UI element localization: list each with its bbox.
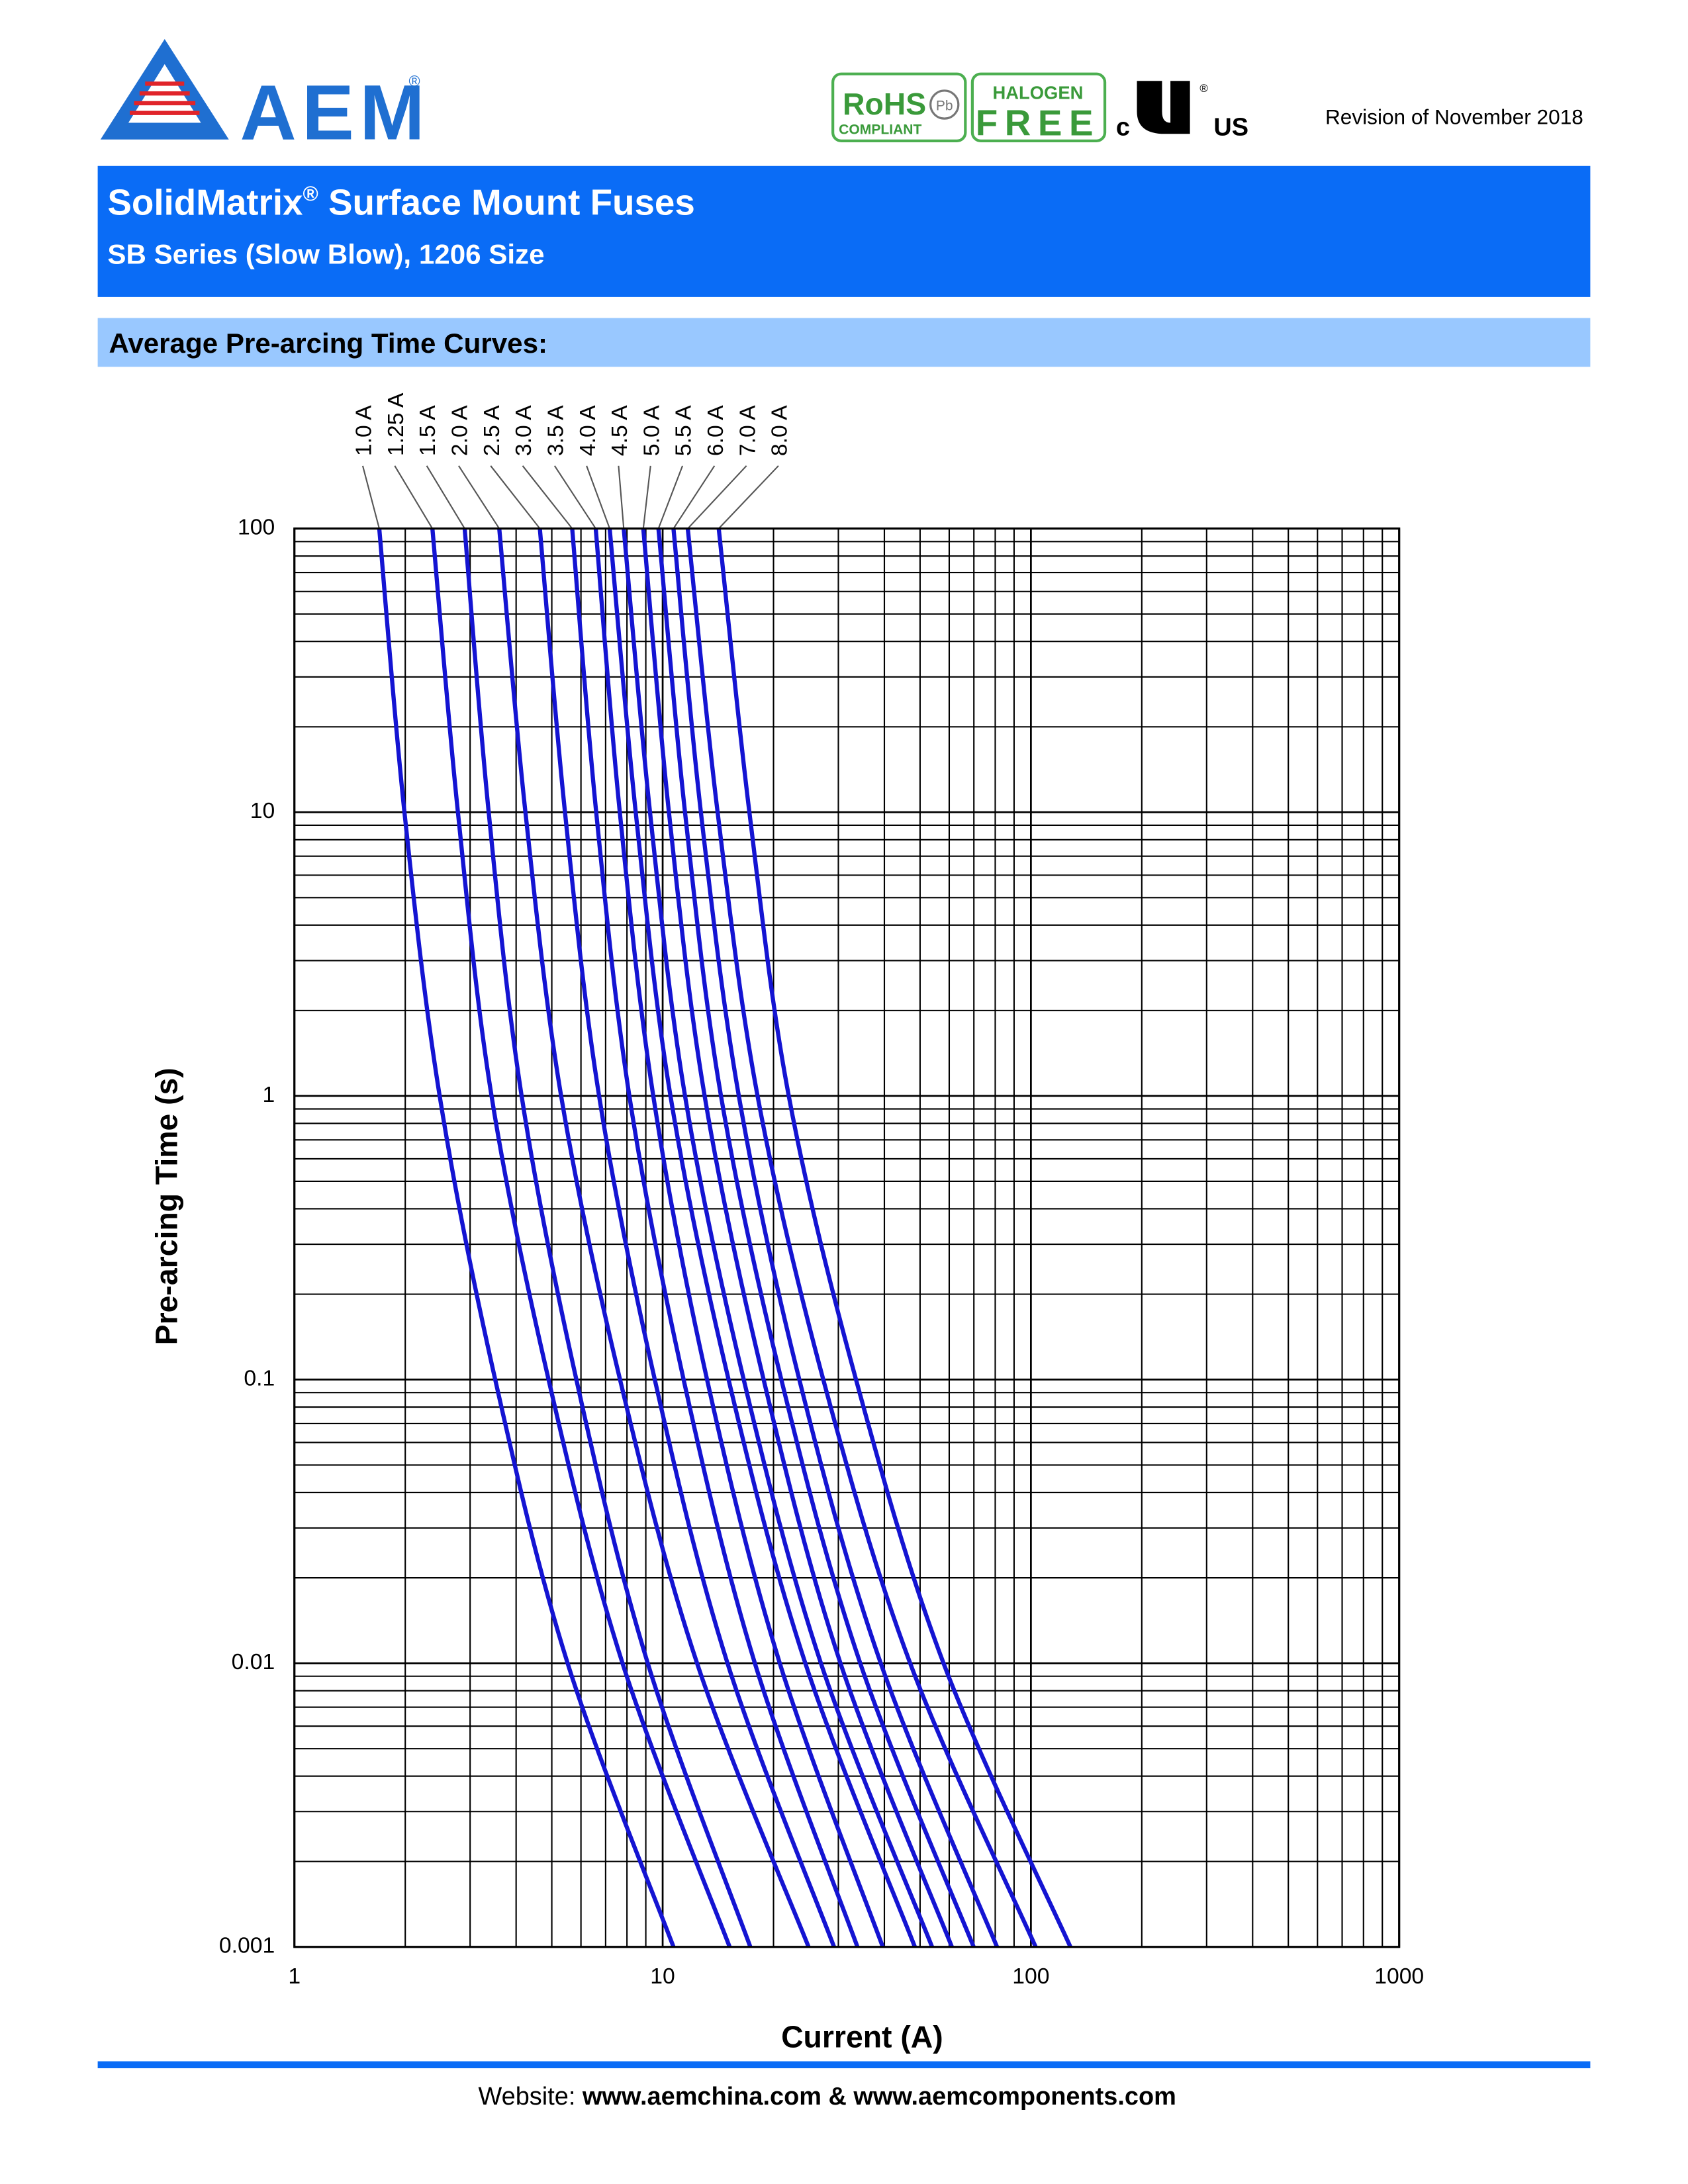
leader-line — [426, 465, 465, 529]
curve-label: 2.0 A — [447, 405, 473, 456]
title-rest: Surface Mount Fuses — [318, 182, 695, 223]
leader-line — [490, 465, 541, 529]
footer-rule — [97, 2061, 1591, 2069]
curve — [593, 528, 885, 1948]
curve-label: 3.5 A — [543, 405, 568, 456]
leader-line — [687, 465, 747, 529]
section-title: Average Pre-arcing Time Curves: — [109, 328, 547, 359]
x-tick-label: 1000 — [1374, 1964, 1424, 1989]
logo: AEM ® — [100, 39, 431, 157]
curve-label: 6.0 A — [703, 405, 728, 456]
leader-line — [522, 465, 573, 529]
ul-registered: ® — [1199, 82, 1208, 95]
y-tick-label: 10 — [250, 798, 275, 823]
pb-text: Pb — [936, 98, 953, 113]
title-text: SolidMatrix — [107, 182, 303, 223]
y-tick-label: 0.01 — [232, 1649, 275, 1674]
x-axis-title: Current (A) — [781, 2019, 943, 2054]
curve-label: 1.25 A — [383, 392, 408, 456]
curve-label: 4.0 A — [575, 405, 600, 456]
y-axis-title: Pre-arcing Time (s) — [150, 1068, 184, 1345]
free-text: FREE — [976, 102, 1100, 143]
x-tick-label: 100 — [1012, 1964, 1049, 1989]
curve — [622, 528, 934, 1948]
ul-us: US — [1213, 113, 1248, 141]
leader-line — [718, 465, 779, 529]
curve — [570, 528, 860, 1948]
leader-line — [673, 465, 716, 529]
curve — [607, 528, 917, 1948]
curve — [462, 528, 753, 1948]
y-tick-label: 100 — [238, 515, 275, 540]
title-mark: ® — [303, 181, 318, 205]
logo-stripes — [130, 81, 200, 115]
logo-mark: ® — [409, 73, 420, 90]
curve — [716, 528, 1072, 1948]
curve-label: 2.5 A — [479, 405, 504, 456]
curve — [497, 528, 811, 1948]
plot-frame — [293, 527, 1401, 1948]
rohs-text: RoHS — [843, 87, 926, 121]
leader-line — [361, 465, 380, 529]
curve-label: 5.0 A — [639, 405, 664, 456]
curve — [656, 528, 976, 1948]
curve — [538, 528, 836, 1948]
logo-text: AEM — [240, 69, 431, 157]
footer-text: Website: www.aemchina.com & www.aemcompo… — [479, 2083, 1176, 2111]
x-tick-label: 10 — [650, 1964, 675, 1989]
x-tick-label: 1 — [288, 1964, 301, 1989]
curve-label: 4.5 A — [607, 405, 632, 456]
leader-line — [586, 465, 611, 529]
leader-line — [642, 465, 651, 529]
curve-labels: 1.0 A 1.25 A 1.5 A 2.0 A 2.5 A 3.0 A 3.5 A 4.0 … — [352, 392, 792, 529]
halogen-badge: HALOGEN FREE — [970, 72, 1107, 143]
rohs-badge: RoHS COMPLIANT Pb — [831, 72, 967, 142]
y-tick-label: 0.1 — [244, 1365, 275, 1390]
footer-label: Website: — [479, 2083, 583, 2111]
ul-c: c — [1116, 113, 1130, 141]
curve-label: 8.0 A — [767, 405, 792, 456]
banner-title: SolidMatrix® Surface Mount Fuses — [107, 181, 695, 222]
banner — [97, 165, 1591, 297]
curve — [377, 528, 676, 1948]
curve-label: 1.5 A — [415, 405, 440, 456]
leader-line — [618, 465, 625, 529]
ul-mark: c US ® — [1116, 81, 1248, 141]
leader-line — [553, 465, 596, 529]
curve-label: 5.5 A — [671, 405, 696, 456]
leader-line — [657, 465, 684, 529]
revision: Revision of November 2018 — [1325, 105, 1583, 129]
curve-label: 3.0 A — [511, 405, 536, 456]
curves — [377, 528, 1072, 1948]
curve-label: 1.0 A — [352, 405, 377, 456]
leader-line — [458, 465, 500, 529]
rohs-sub: COMPLIANT — [839, 122, 921, 137]
halogen-text: HALOGEN — [992, 83, 1083, 103]
curve — [430, 528, 732, 1948]
curve-label: 7.0 A — [735, 405, 760, 456]
footer-url[interactable]: www.aemchina.com & www.aemcomponents.com — [582, 2083, 1176, 2111]
banner-subtitle: SB Series (Slow Blow), 1206 Size — [107, 238, 544, 269]
grid: 1 10 100 1000 0.001 0.01 0.1 1 10 100 — [219, 515, 1424, 1989]
ul-logo — [1137, 81, 1190, 134]
section-bar — [97, 318, 1591, 367]
curve — [685, 528, 1038, 1948]
y-tick-label: 0.001 — [219, 1933, 275, 1958]
curve — [641, 528, 954, 1948]
curve — [671, 528, 1000, 1948]
y-tick-label: 1 — [262, 1082, 275, 1107]
leader-line — [394, 465, 434, 529]
